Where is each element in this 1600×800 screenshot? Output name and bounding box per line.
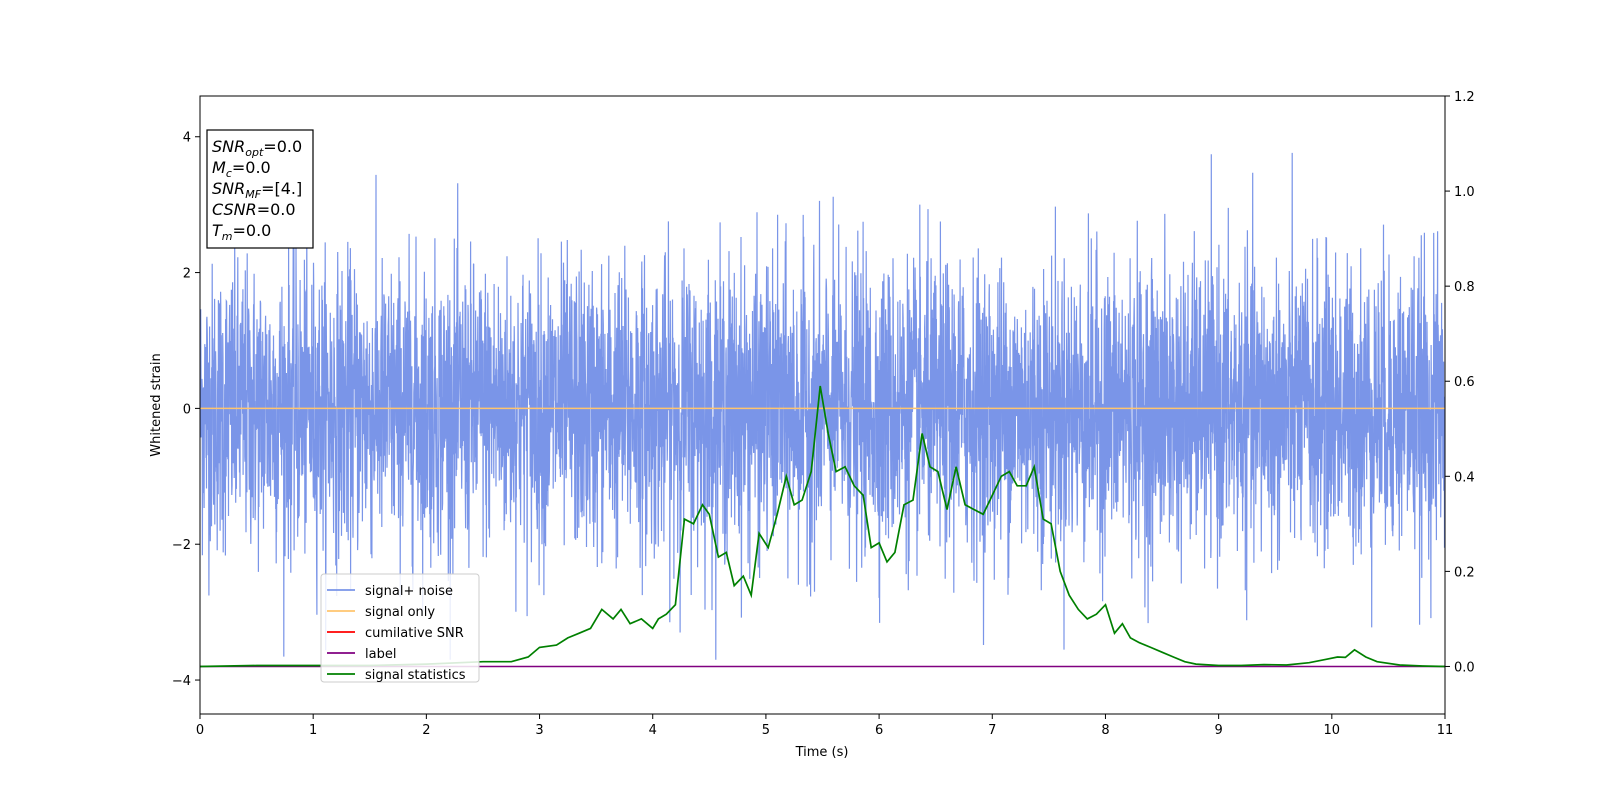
legend-label: signal statistics: [365, 668, 466, 683]
signal-noise-line: [200, 152, 1445, 660]
x-axis-label: Time (s): [795, 745, 849, 760]
legend-frame: [320, 573, 480, 683]
y2-tick-label: 0.6: [1454, 375, 1475, 390]
plot-frame: [199, 95, 1446, 715]
y-tick-label: −2: [172, 538, 191, 553]
x-tick-label: 7: [988, 723, 996, 738]
y2-tick-label: 0.8: [1454, 280, 1475, 295]
x-axis: 0 1 2 3 4 5 6 7 8 9 10 11: [196, 714, 1453, 738]
y-tick-label: −4: [172, 674, 191, 689]
y-tick-label: 4: [183, 131, 191, 146]
legend: signal+ noise signal only cumilative SNR la…: [320, 573, 480, 683]
y-tick-label: 2: [183, 267, 191, 282]
x-tick-label: 0: [196, 723, 204, 738]
legend-label: cumilative SNR: [365, 626, 464, 641]
signal-noise-series: [200, 152, 1445, 660]
legend-label: signal only: [365, 605, 435, 620]
info-box-frame: [206, 129, 314, 249]
y-axis-left: −4 −2 0 2 4: [172, 131, 200, 689]
x-tick-label: 1: [309, 723, 317, 738]
y2-tick-label: 0.2: [1454, 565, 1475, 580]
info-line: SNRopt=0.0: [212, 137, 302, 159]
x-tick-label: 8: [1101, 723, 1109, 738]
x-tick-label: 2: [422, 723, 430, 738]
x-tick-label: 3: [535, 723, 543, 738]
legend-label: label: [365, 647, 396, 662]
x-tick-label: 11: [1437, 723, 1454, 738]
info-line: Mc=0.0: [212, 158, 271, 180]
y2-tick-label: 1.0: [1454, 185, 1475, 200]
y-axis-right: 0.0 0.2 0.4 0.6 0.8 1.0 1.2: [1445, 90, 1475, 675]
y2-tick-label: 0.0: [1454, 660, 1475, 675]
y-tick-label: 0: [183, 402, 191, 417]
x-tick-label: 10: [1324, 723, 1341, 738]
x-tick-label: 5: [762, 723, 770, 738]
series-line-signal-statistics: [200, 385, 1445, 668]
y-axis-label: Whitened strain: [149, 353, 164, 456]
y2-tick-label: 0.4: [1454, 470, 1475, 485]
x-tick-label: 4: [649, 723, 657, 738]
info-line: Tm=0.0: [212, 221, 271, 243]
info-line: SNRMF=[4.]: [212, 179, 302, 201]
info-line: CSNR=0.0: [212, 200, 296, 219]
y2-tick-label: 1.2: [1454, 90, 1475, 105]
x-tick-label: 6: [875, 723, 883, 738]
x-tick-label: 9: [1214, 723, 1222, 738]
legend-label: signal+ noise: [365, 584, 453, 599]
